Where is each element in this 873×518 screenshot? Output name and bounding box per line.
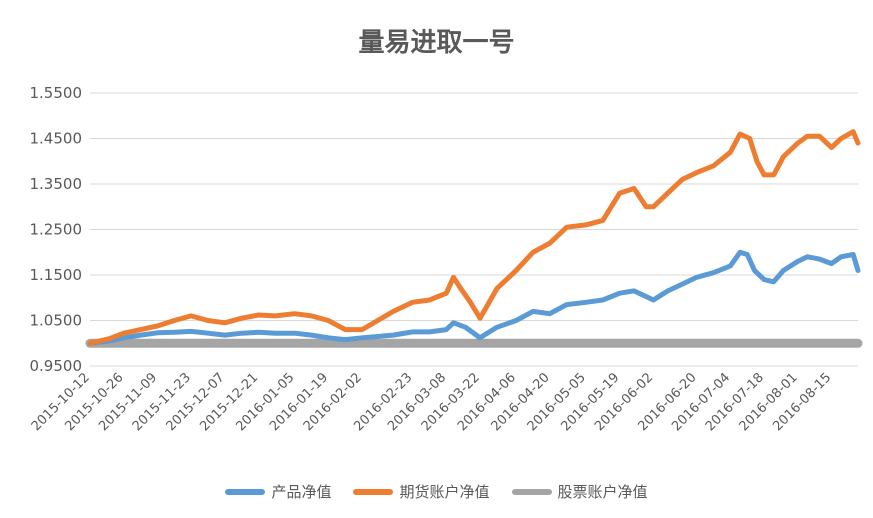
x-axis-ticks: 2015-10-122015-10-262015-11-092015-11-23… (29, 370, 835, 434)
legend-swatch-futures (353, 488, 394, 495)
legend-label-stock: 股票账户净值 (557, 483, 648, 501)
series-line-product (87, 249, 861, 346)
legend-swatch-stock (511, 488, 552, 495)
series-line-futures (87, 129, 861, 346)
y-tick-label: 1.0500 (30, 312, 83, 330)
legend-item-futures[interactable]: 期货账户净值 (353, 481, 490, 502)
legend-swatch-product (225, 488, 266, 495)
y-tick-label: 1.1500 (30, 266, 83, 284)
y-tick-label: 1.5500 (30, 84, 83, 102)
legend-item-stock[interactable]: 股票账户净值 (511, 481, 648, 502)
legend-item-product[interactable]: 产品净值 (225, 481, 331, 502)
legend-label-futures: 期货账户净值 (399, 483, 490, 501)
legend-label-product: 产品净值 (271, 483, 332, 501)
series-lines (85, 129, 863, 348)
chart-title: 量易进取一号 (358, 28, 515, 58)
y-tick-label: 1.4500 (30, 130, 83, 148)
y-tick-label: 0.9500 (30, 357, 83, 375)
y-tick-label: 1.2500 (30, 221, 83, 239)
y-axis-ticks: 0.9500 1.0500 1.1500 1.2500 1.3500 1.4500 1.55… (30, 84, 83, 375)
legend: 产品净值 期货账户净值 股票账户净值 (0, 481, 873, 502)
y-tick-label: 1.3500 (30, 175, 83, 193)
